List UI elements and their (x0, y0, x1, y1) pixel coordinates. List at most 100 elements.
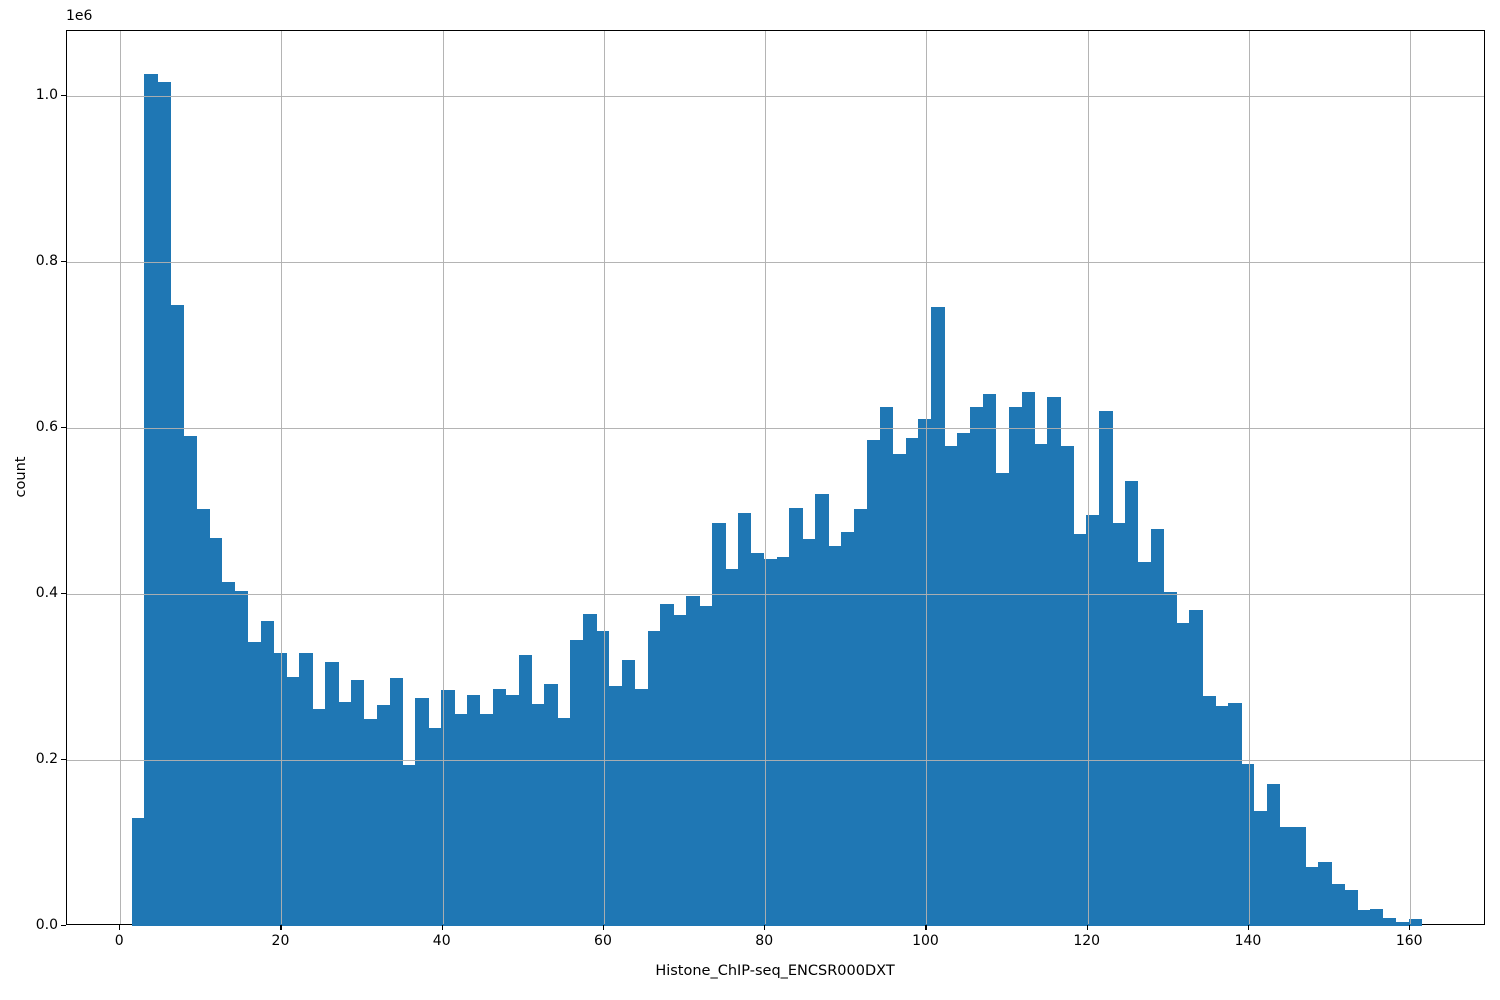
histogram-bar (1292, 827, 1306, 926)
histogram-bar (1124, 481, 1139, 926)
x-tick-label: 140 (1234, 933, 1262, 949)
y-gridline (67, 594, 1484, 595)
y-tick-mark (61, 261, 66, 263)
y-tick-label: 1.0 (35, 87, 58, 104)
histogram-bar (1408, 919, 1423, 926)
histogram-bar (750, 553, 765, 926)
y-tick-mark (61, 759, 66, 761)
histogram-bar (789, 507, 803, 926)
histogram-bar (402, 764, 416, 926)
histogram-bar (363, 718, 378, 926)
histogram-bar (866, 439, 881, 926)
x-tick-label: 60 (594, 933, 612, 949)
histogram-bar (157, 81, 171, 926)
histogram-bar (1073, 534, 1087, 926)
histogram-bar (170, 305, 184, 926)
histogram-bar (673, 614, 687, 926)
x-tick-mark (441, 925, 443, 930)
x-axis-label: Histone_ChIP-seq_ENCSR000DXT (655, 963, 895, 979)
histogram-bar (776, 556, 790, 926)
histogram-bar (931, 306, 945, 926)
histogram-bar (660, 603, 674, 926)
x-tick-mark (764, 925, 766, 930)
histogram-bar (131, 818, 145, 926)
histogram-bar (299, 652, 313, 926)
histogram-bar (970, 407, 984, 926)
histogram-bar (531, 704, 545, 926)
y-tick-mark (61, 427, 66, 429)
x-tick-label: 20 (271, 933, 290, 949)
x-tick-mark (925, 925, 927, 930)
y-gridline (67, 96, 1484, 98)
histogram-bar (1240, 764, 1255, 926)
histogram-bar (828, 545, 842, 926)
histogram-bar (1086, 515, 1100, 926)
plot-area (66, 30, 1485, 926)
histogram-bar (892, 453, 907, 926)
y-tick-label: 0.6 (35, 419, 58, 436)
histogram-bar (841, 531, 855, 926)
histogram-bar (905, 437, 919, 926)
histogram-bar (505, 695, 520, 926)
histogram-bar (1369, 908, 1384, 926)
histogram-bar (144, 73, 158, 926)
y-tick-mark (61, 593, 66, 595)
y-tick-label: 0.4 (35, 585, 58, 601)
histogram-bar (247, 642, 262, 926)
histogram-bar (621, 659, 636, 926)
histogram-bar (234, 590, 249, 926)
histogram-bar (634, 689, 649, 926)
histogram-bar (389, 677, 403, 926)
x-tick-label: 0 (114, 933, 124, 949)
histogram-bar (260, 620, 274, 926)
x-tick-label: 100 (912, 933, 939, 949)
histogram-bar (608, 686, 623, 926)
histogram-bar (376, 705, 391, 926)
histogram-bar (1344, 890, 1358, 926)
x-gridline (1410, 31, 1412, 924)
y-gridline (67, 760, 1484, 761)
x-tick-mark (119, 925, 121, 930)
histogram-bar (1189, 609, 1203, 926)
histogram-bar (1099, 411, 1113, 926)
histogram-bar (647, 631, 661, 926)
x-tick-label: 80 (755, 933, 774, 949)
y-axis-label: count (13, 456, 29, 498)
y-tick-label: 0.2 (35, 751, 58, 767)
histogram-bar (944, 446, 958, 926)
histogram-bar (466, 695, 481, 926)
x-gridline (926, 31, 928, 924)
histogram-bar (350, 680, 365, 926)
histogram-bar (570, 640, 584, 926)
histogram-bar (415, 697, 429, 926)
histogram-bar (1021, 392, 1036, 926)
histogram-bar (286, 677, 300, 926)
histogram-bar (1253, 810, 1268, 926)
x-gridline (442, 31, 444, 924)
histogram-bar (337, 701, 352, 926)
x-gridline (1248, 31, 1250, 924)
histogram-bar (712, 522, 726, 926)
histogram-bar (1047, 397, 1061, 926)
histogram-bar (737, 512, 752, 926)
histogram-bar (1318, 862, 1332, 926)
x-tick-mark (1409, 925, 1411, 930)
y-gridline (67, 262, 1484, 264)
x-tick-label: 160 (1395, 933, 1423, 949)
histogram-bar (479, 713, 494, 926)
histogram-bar (221, 581, 236, 926)
histogram-bar (1137, 562, 1152, 926)
x-tick-label: 40 (432, 933, 451, 949)
histogram-bar (312, 708, 326, 926)
histogram-bar (492, 689, 507, 926)
histogram-bar (1150, 529, 1165, 926)
histogram-bar (1228, 702, 1242, 926)
histogram-bar (1382, 917, 1397, 926)
histogram-bar (763, 559, 778, 926)
y-gridline (67, 428, 1484, 430)
histogram-bar (183, 436, 197, 926)
histogram-bar (1305, 867, 1319, 926)
histogram-bar (441, 690, 455, 926)
histogram-bar (1215, 706, 1229, 926)
